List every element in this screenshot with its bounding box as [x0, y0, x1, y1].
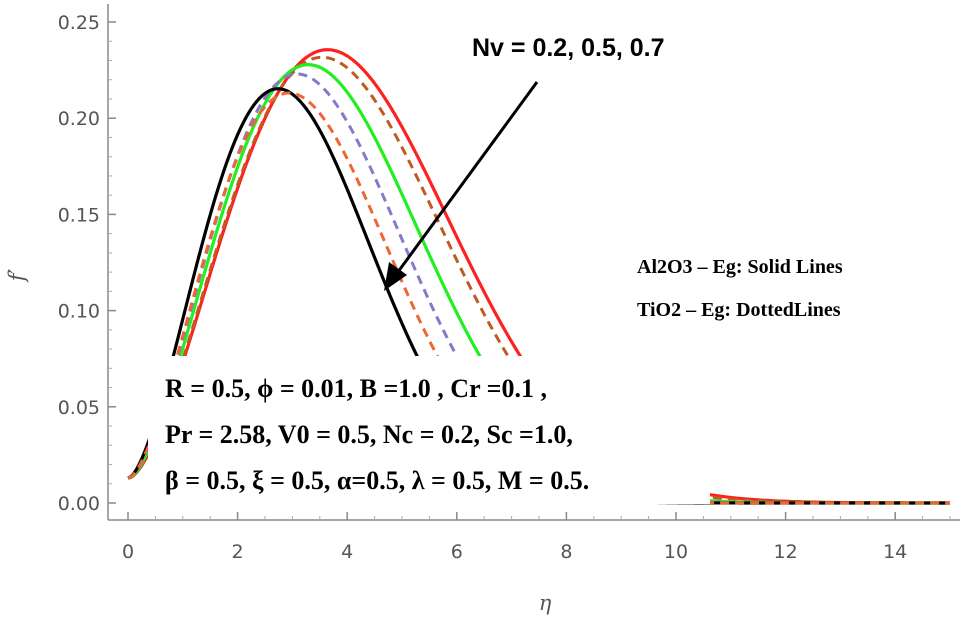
x-tick-label: 6: [451, 541, 463, 563]
nv-arrow-label: Nv = 0.2, 0.5, 0.7: [472, 34, 665, 62]
series-line: [127, 72, 950, 505]
legend-solid-text: Al2O3 – Eg: Solid Lines: [637, 256, 843, 278]
parameters-box: [148, 356, 710, 504]
x-tick-label: 12: [774, 541, 798, 563]
y-tick-label: 0.20: [58, 108, 100, 130]
x-tick-label: 2: [232, 541, 244, 563]
y-axis-label: f′: [5, 269, 29, 284]
series-line: [127, 91, 950, 505]
x-tick-label: 4: [341, 541, 353, 563]
legend-dotted-text: TiO2 – Eg: DottedLines: [637, 299, 841, 321]
parameters-line-1: R = 0.5, ϕ = 0.01, B =1.0 , Cr =0.1 ,: [165, 374, 547, 403]
nv-arrow-head: [384, 262, 407, 291]
x-tick-label: 0: [122, 541, 134, 563]
parameters-line-2: Pr = 2.58, V0 = 0.5, Nc = 0.2, Sc =1.0,: [165, 420, 573, 449]
x-tick-label: 8: [560, 541, 572, 563]
y-tick-label: 0.00: [58, 493, 100, 515]
parameters-line-3: β = 0.5, ξ = 0.5, α=0.5, λ = 0.5, M = 0.…: [165, 466, 589, 495]
y-tick-label: 0.25: [58, 12, 100, 34]
x-axis-label: η: [539, 591, 552, 615]
x-tick-label: 14: [883, 541, 907, 563]
y-tick-label: 0.05: [58, 397, 100, 419]
y-tick-label: 0.10: [58, 301, 100, 323]
ticks: [108, 21, 951, 520]
y-tick-label: 0.15: [58, 204, 100, 226]
axes: [107, 4, 960, 521]
nv-arrow-shaft: [393, 81, 539, 277]
x-tick-label: 10: [664, 541, 688, 563]
tick-labels: 0 2 4 6 8 10 12 14 0.00 0.05 0.10 0.15 0.20 0.25: [58, 12, 908, 563]
